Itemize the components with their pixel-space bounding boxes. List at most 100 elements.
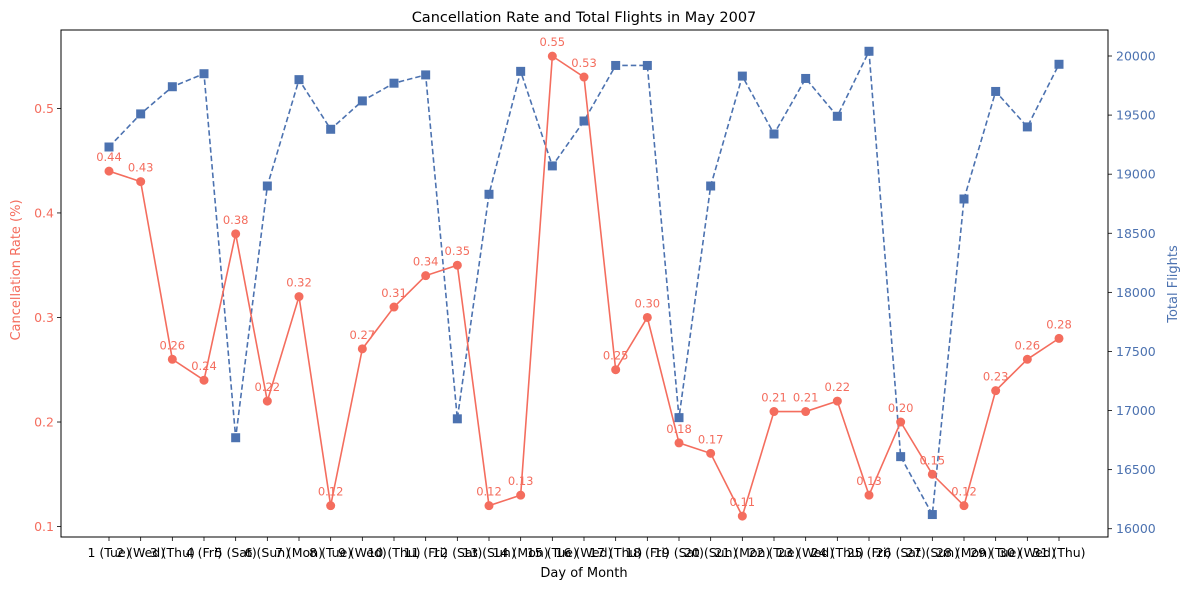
cancellation-rate-data-label: 0.44 — [96, 150, 122, 164]
cancellation-rate-data-label: 0.13 — [856, 474, 882, 488]
total-flights-marker — [357, 96, 367, 106]
y-left-tick-label: 0.2 — [34, 415, 54, 430]
total-flights-marker — [389, 78, 399, 88]
cancellation-rate-data-label: 0.15 — [920, 453, 946, 467]
x-tick-label: 31 (Thu) — [1032, 545, 1085, 560]
total-flights-marker — [1022, 122, 1032, 132]
cancellation-rate-marker — [547, 51, 557, 61]
x-tick-label: 13 (Sun) — [462, 545, 515, 560]
total-flights-marker — [104, 142, 114, 152]
x-tick-label: 1 (Tue) — [87, 545, 130, 560]
total-flights-marker — [421, 70, 431, 80]
cancellation-rate-data-label: 0.43 — [128, 161, 154, 175]
x-tick-label: 17 (Thu) — [589, 545, 642, 560]
cancellation-rate-marker — [389, 302, 399, 312]
cancellation-rate-marker — [864, 490, 874, 500]
cancellation-rate-data-label: 0.21 — [793, 391, 819, 405]
x-tick-label: 7 (Mon) — [275, 545, 323, 560]
x-tick-label: 2 (Wed) — [116, 545, 165, 560]
x-tick-label: 6 (Sun) — [245, 545, 290, 560]
y-right-tick-label: 18000 — [1116, 285, 1156, 300]
total-flights-marker — [326, 124, 336, 134]
y-right-tick-label: 18500 — [1116, 226, 1156, 241]
y-left-tick-label: 0.1 — [34, 519, 54, 534]
total-flights-marker — [231, 433, 241, 443]
total-flights-marker — [294, 75, 304, 85]
x-tick-label: 30 (Wed) — [999, 545, 1056, 560]
cancellation-rate-data-label: 0.12 — [951, 485, 977, 499]
cancellation-rate-marker — [484, 501, 494, 511]
cancellation-rate-data-label: 0.18 — [666, 422, 692, 436]
total-flights-marker — [959, 194, 969, 204]
x-tick-label: 29 (Tue) — [970, 545, 1021, 560]
cancellation-rate-data-label: 0.17 — [698, 432, 724, 446]
cancellation-rate-data-label: 0.53 — [571, 56, 597, 70]
total-flights-marker — [642, 60, 652, 70]
total-flights-marker — [199, 69, 209, 79]
cancellation-rate-data-label: 0.21 — [761, 391, 787, 405]
x-tick-label: 11 (Fri) — [403, 545, 448, 560]
x-tick-label: 9 (Wed) — [338, 545, 387, 560]
cancellation-rate-data-label: 0.34 — [413, 255, 439, 269]
total-flights-marker — [737, 71, 747, 81]
x-tick-label: 22 (Tue) — [749, 545, 800, 560]
x-tick-label: 21 (Mon) — [714, 545, 770, 560]
total-flights-marker — [991, 86, 1001, 96]
x-tick-label: 5 (Sat) — [215, 545, 257, 560]
y-left-tick-label: 0.3 — [34, 310, 54, 325]
total-flights-marker — [262, 181, 272, 191]
cancellation-rate-data-label: 0.31 — [381, 286, 407, 300]
cancellation-rate-marker — [516, 490, 526, 500]
x-tick-label: 15 (Tue) — [527, 545, 578, 560]
total-flights-marker — [832, 111, 842, 121]
cancellation-rate-marker — [1022, 354, 1032, 364]
cancellation-rate-marker — [262, 396, 272, 406]
cancellation-rate-data-label: 0.22 — [255, 380, 281, 394]
total-flights-marker — [927, 510, 937, 520]
cancellation-rate-marker — [737, 511, 747, 521]
plot-frame — [60, 29, 1109, 538]
cancellation-rate-data-label: 0.30 — [635, 296, 661, 310]
total-flights-marker — [706, 181, 716, 191]
x-tick-label: 23 (Wed) — [777, 545, 834, 560]
cancellation-rate-marker — [104, 166, 114, 176]
cancellation-rate-marker — [357, 344, 367, 354]
cancellation-rate-data-label: 0.12 — [476, 485, 502, 499]
cancellation-rate-data-label: 0.24 — [191, 359, 217, 373]
cancellation-rate-data-label: 0.28 — [1046, 317, 1072, 331]
cancellation-rate-data-label: 0.26 — [1015, 338, 1041, 352]
cancellation-rate-data-label: 0.22 — [825, 380, 851, 394]
total-flights-marker — [864, 46, 874, 56]
cancellation-rate-data-label: 0.23 — [983, 370, 1009, 384]
total-flights-marker — [801, 73, 811, 83]
x-tick-label: 27 (Sun) — [906, 545, 959, 560]
cancellation-rate-marker — [231, 229, 241, 239]
cancellation-rate-data-label: 0.11 — [730, 495, 756, 509]
y-right-tick-label: 20000 — [1116, 49, 1156, 64]
cancellation-rate-marker — [326, 501, 336, 511]
cancellation-rate-marker — [1054, 333, 1064, 343]
cancellation-rate-marker — [706, 448, 716, 458]
total-flights-marker — [769, 129, 779, 139]
cancellation-rate-marker — [294, 292, 304, 302]
cancellation-rate-marker — [769, 407, 779, 417]
cancellation-rate-data-label: 0.20 — [888, 401, 914, 415]
y-axis-right-label: Total Flights — [1166, 245, 1181, 324]
cancellation-rate-marker — [674, 438, 684, 448]
cancellation-rate-marker — [611, 365, 621, 375]
cancellation-rate-data-label: 0.25 — [603, 349, 629, 363]
total-flights-marker — [452, 414, 462, 424]
x-tick-label: 18 (Fri) — [625, 545, 670, 560]
x-tick-label: 24 (Thu) — [811, 545, 864, 560]
cancellation-rate-marker — [421, 271, 431, 281]
cancellation-rate-marker — [642, 312, 652, 322]
chart-title: Cancellation Rate and Total Flights in M… — [412, 10, 757, 26]
x-tick-label: 28 (Mon) — [936, 545, 992, 560]
cancellation-rate-data-label: 0.12 — [318, 485, 344, 499]
cancellation-rate-data-label: 0.32 — [286, 276, 312, 290]
cancellation-rate-marker — [959, 501, 969, 511]
y-right-tick-label: 16500 — [1116, 462, 1156, 477]
cancellation-rate-marker — [199, 375, 209, 385]
